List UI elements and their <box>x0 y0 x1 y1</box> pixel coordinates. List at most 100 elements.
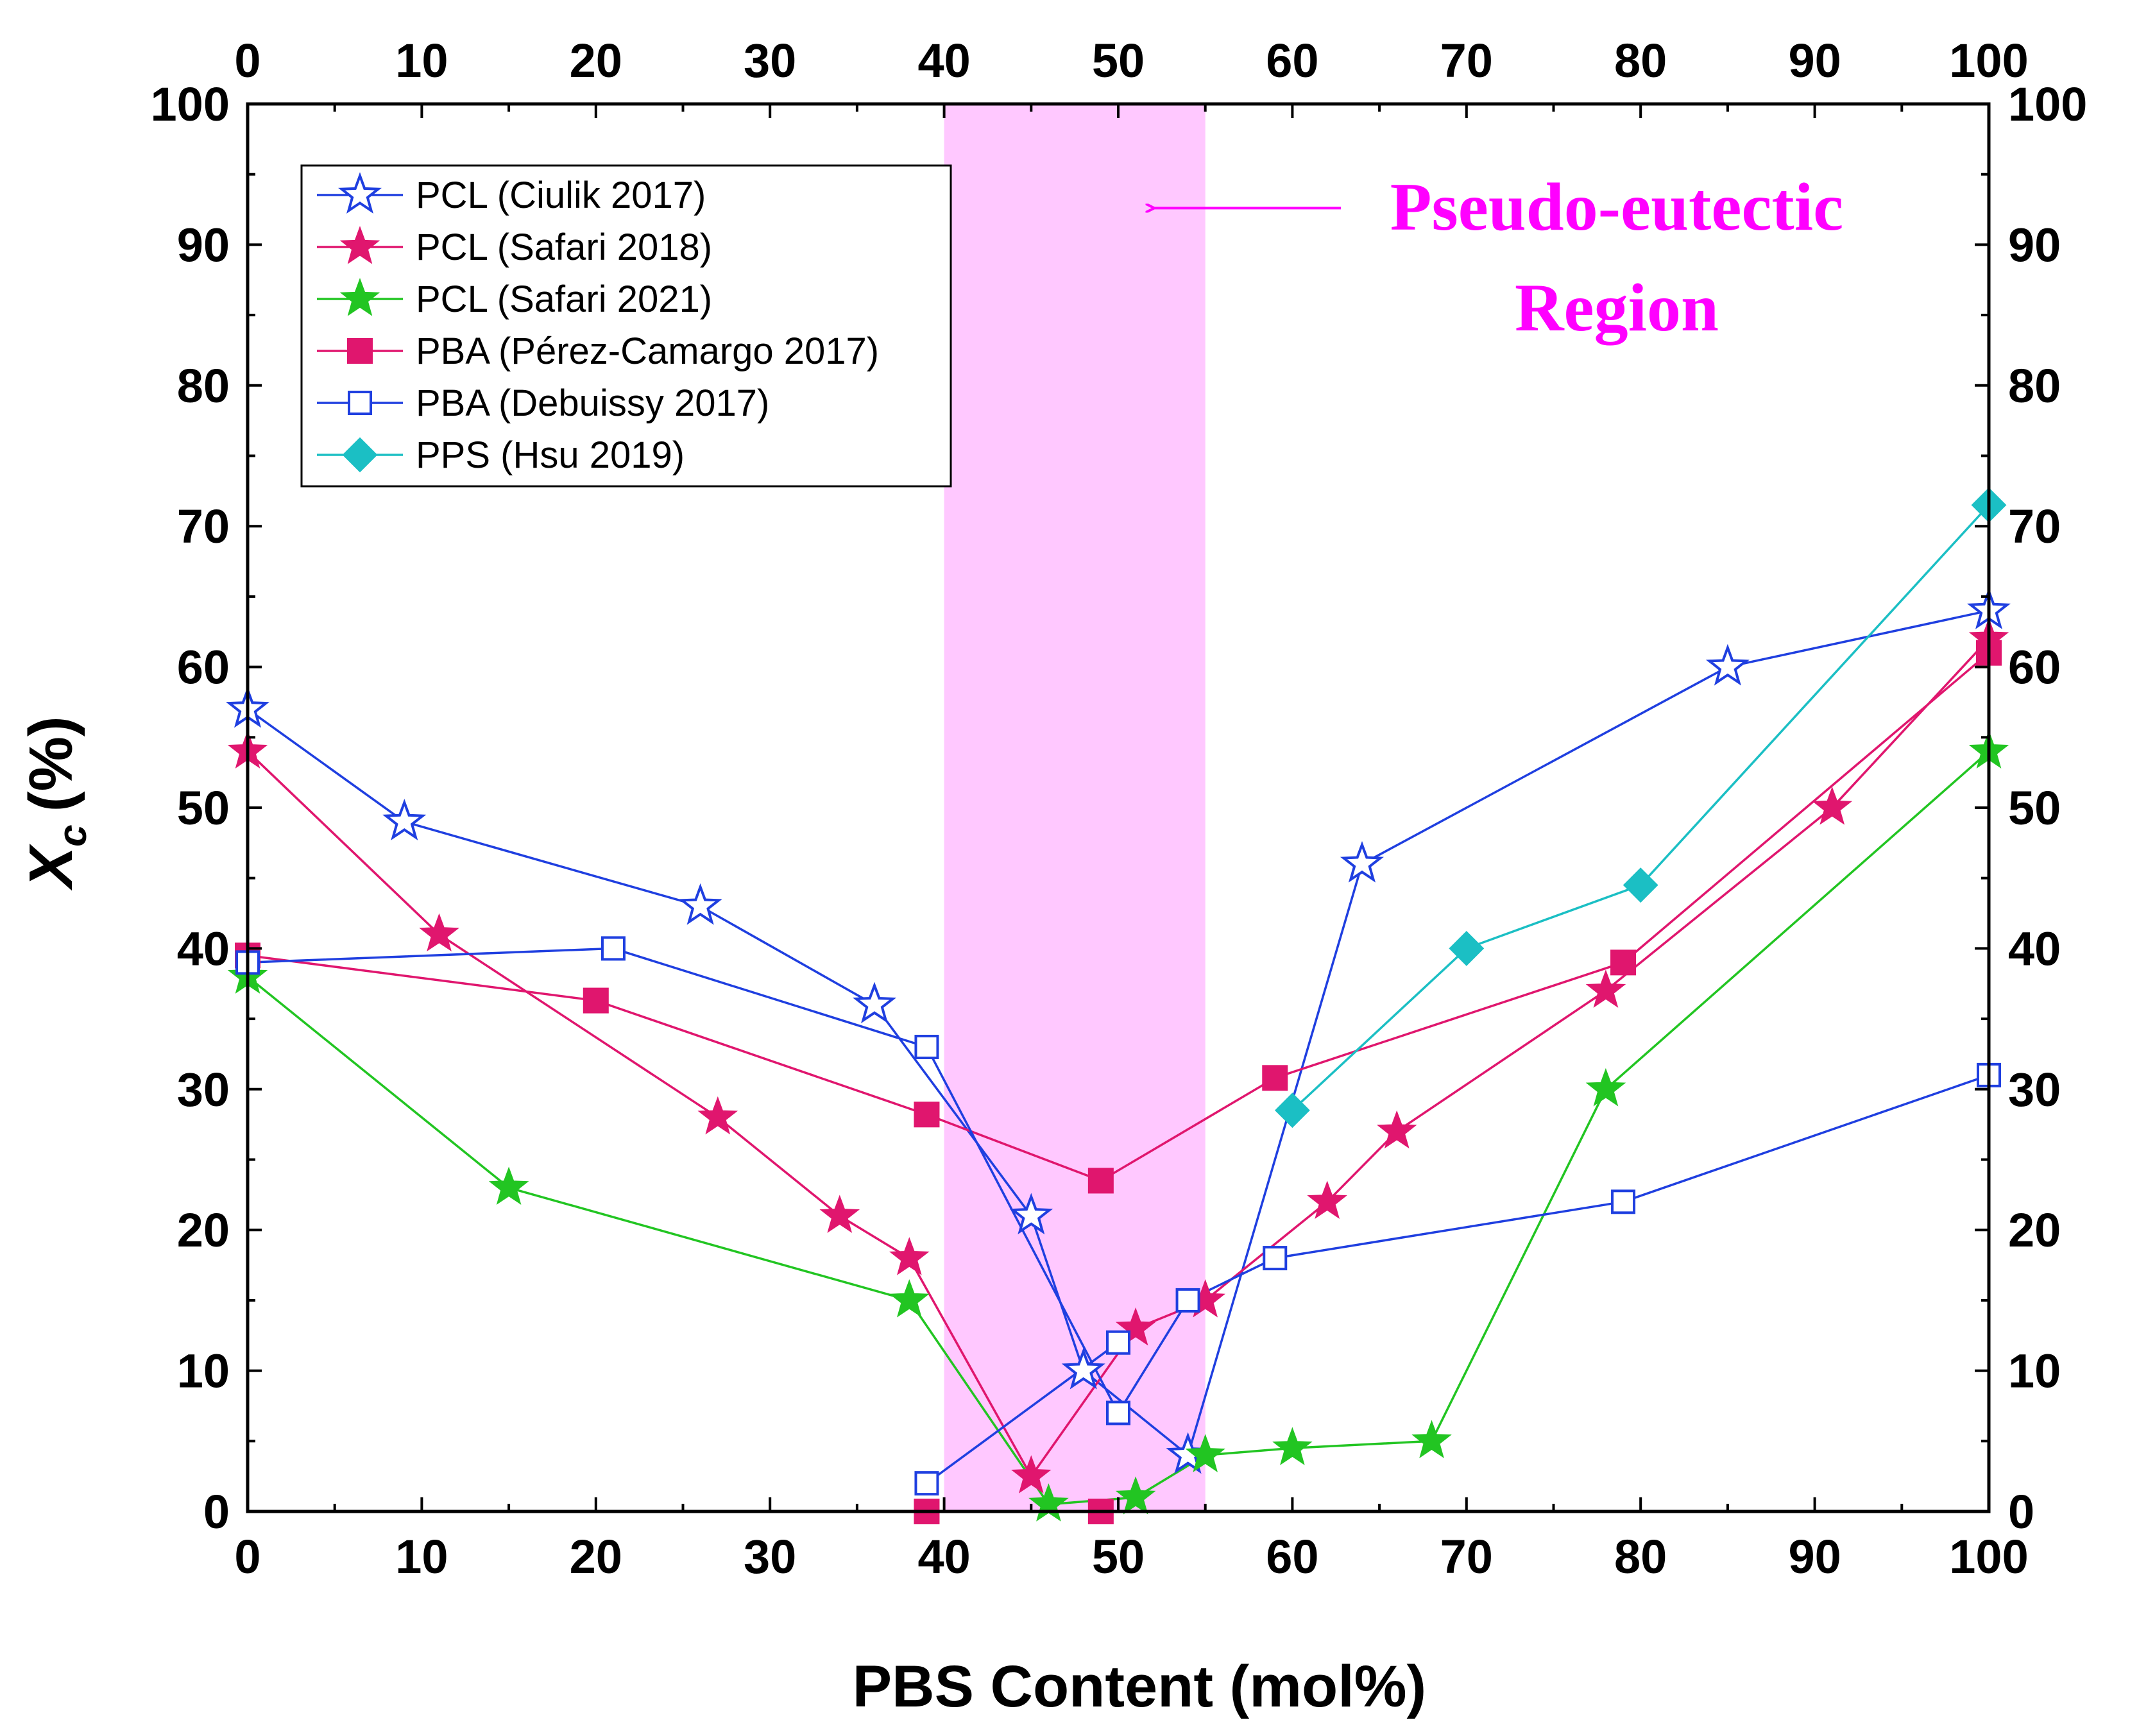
y-tick-label-right: 80 <box>2008 359 2061 413</box>
legend-marker <box>338 172 382 214</box>
legend-item-pba-p-rez-camargo-2017: PBA (Pérez-Camargo 2017) <box>317 330 879 372</box>
x-tick-label-bottom: 100 <box>1949 1530 2028 1583</box>
y-tick-label-left: 60 <box>177 641 230 694</box>
data-point-pcl-safari-2018 <box>1307 1180 1347 1219</box>
series-line-pcl-safari-2021 <box>246 750 1990 1506</box>
pseudo-eutectic-region <box>944 104 1206 1511</box>
y-tick-label-left: 20 <box>177 1204 230 1257</box>
legend-label: PBA (Debuissy 2017) <box>416 382 769 424</box>
data-point-pcl-ciulik-2017 <box>382 799 427 840</box>
x-tick-label-top: 0 <box>234 34 260 87</box>
x-tick-label-top: 50 <box>1092 34 1145 87</box>
y-tick-label-left: 100 <box>151 78 230 131</box>
ticks-layer <box>246 103 1990 1513</box>
legend-entries: PCL (Ciulik 2017) PCL (Safari 2018) PCL (S… <box>317 172 879 476</box>
x-tick-label-bottom: 10 <box>395 1530 448 1583</box>
y-tick-label-right: 70 <box>2008 500 2061 553</box>
x-tick-label-top: 40 <box>917 34 970 87</box>
legend-item-pba-debuissy-2017: PBA (Debuissy 2017) <box>317 382 769 424</box>
x-tick-label-top: 20 <box>570 34 622 87</box>
data-point-pcl-safari-2018 <box>1812 787 1853 825</box>
data-point-pcl-safari-2018 <box>1115 1307 1156 1346</box>
data-point-pps-hsu-2019 <box>1623 867 1658 903</box>
data-point-pcl-safari-2021 <box>1411 1420 1452 1458</box>
x-tick-label-bottom: 20 <box>570 1530 622 1583</box>
data-point-pcl-safari-2021 <box>1585 1068 1626 1107</box>
legend-item-pcl-safari-2021: PCL (Safari 2021) <box>317 278 712 320</box>
data-point-pba-debuissy-2017 <box>1611 1189 1636 1214</box>
data-point-pba-debuissy-2017 <box>601 936 626 961</box>
y-tick-label-left: 70 <box>177 500 230 553</box>
data-point-pba-p-rez-camargo-2017 <box>583 987 609 1014</box>
data-point-pcl-safari-2021 <box>488 1166 529 1205</box>
y-axis-title: Xc (%) <box>17 716 95 891</box>
x-tick-label-top: 80 <box>1614 34 1667 87</box>
x-tick-label-top: 30 <box>744 34 796 87</box>
x-tick-label-bottom: 30 <box>744 1530 796 1583</box>
x-tick-label-bottom: 40 <box>917 1530 970 1583</box>
data-point-pcl-safari-2018 <box>819 1195 860 1233</box>
data-point-pcl-safari-2021 <box>1115 1476 1156 1515</box>
y-tick-label-right: 0 <box>2008 1485 2034 1538</box>
legend-item-pcl-ciulik-2017: PCL (Ciulik 2017) <box>317 172 706 216</box>
data-point-pcl-safari-2018 <box>1585 969 1626 1008</box>
series-line-pcl-ciulik-2017 <box>246 609 1989 1456</box>
legend-marker <box>339 278 380 316</box>
y-tick-label-left: 30 <box>177 1063 230 1116</box>
series-line-pba-debuissy-2017 <box>247 947 1989 1415</box>
x-tick-label-bottom: 50 <box>1092 1530 1145 1583</box>
data-point-pba-debuissy-2017 <box>1106 1400 1130 1425</box>
data-point-pcl-safari-2018 <box>1376 1110 1417 1149</box>
data-point-pcl-safari-2021 <box>1185 1434 1225 1472</box>
legend-label: PCL (Safari 2021) <box>416 278 712 320</box>
legend-marker <box>347 338 373 364</box>
legend-marker <box>348 391 372 415</box>
data-point-pcl-ciulik-2017 <box>853 982 897 1024</box>
data-point-pba-debuissy-2017 <box>1175 1288 1200 1313</box>
data-point-pcl-ciulik-2017 <box>1009 1193 1053 1235</box>
x-tick-label-bottom: 0 <box>234 1530 260 1583</box>
data-point-pcl-safari-2021 <box>1272 1427 1313 1465</box>
legend-item-pcl-safari-2018: PCL (Safari 2018) <box>317 226 712 268</box>
x-tick-label-bottom: 80 <box>1614 1530 1667 1583</box>
x-tick-label-top: 70 <box>1440 34 1493 87</box>
annotation: Pseudo-eutectic Region <box>1153 169 1843 345</box>
legend-label: PCL (Safari 2018) <box>416 226 712 268</box>
x-tick-label-bottom: 70 <box>1440 1530 1493 1583</box>
legend-label: PPS (Hsu 2019) <box>416 434 685 476</box>
x-axis-title: PBS Content (mol%) <box>853 1654 1426 1719</box>
x-tick-label-top: 10 <box>395 34 448 87</box>
legend-item-pps-hsu-2019: PPS (Hsu 2019) <box>317 434 685 476</box>
y-tick-label-left: 40 <box>177 922 230 975</box>
y-tick-label-right: 30 <box>2008 1063 2061 1116</box>
legend-label: PBA (Pérez-Camargo 2017) <box>416 330 879 372</box>
tick-labels-layer: 0010102020303040405050606070708080909010… <box>151 34 2088 1583</box>
legend: PCL (Ciulik 2017) PCL (Safari 2018) PCL (S… <box>300 164 952 488</box>
y-tick-label-right: 100 <box>2008 78 2087 131</box>
data-point-pba-p-rez-camargo-2017 <box>914 1102 940 1128</box>
data-point-pcl-ciulik-2017 <box>678 883 722 925</box>
y-tick-label-right: 90 <box>2008 218 2061 271</box>
y-tick-label-right: 50 <box>2008 781 2061 835</box>
x-tick-label-top: 60 <box>1266 34 1318 87</box>
y-tick-label-left: 80 <box>177 359 230 413</box>
y-tick-label-left: 0 <box>203 1485 230 1538</box>
y-tick-label-right: 60 <box>2008 641 2061 694</box>
data-point-pps-hsu-2019 <box>1449 930 1485 966</box>
data-point-pba-debuissy-2017-low-branch <box>914 1471 939 1496</box>
data-point-pba-p-rez-camargo-2017 <box>1262 1065 1288 1091</box>
legend-marker <box>339 226 380 264</box>
legend-box <box>300 164 952 488</box>
y-tick-label-left: 50 <box>177 781 230 835</box>
series-line-pps-hsu-2019 <box>1291 504 1990 1111</box>
data-point-pps-hsu-2019 <box>1274 1093 1310 1128</box>
data-point-pcl-safari-2018 <box>697 1096 738 1135</box>
x-tick-label-bottom: 90 <box>1788 1530 1841 1583</box>
y-axis-title-unit: (%) <box>17 716 85 812</box>
y-tick-label-right: 20 <box>2008 1204 2061 1257</box>
annotation-line2: Region <box>1515 270 1719 345</box>
x-tick-label-bottom: 60 <box>1266 1530 1318 1583</box>
y-tick-label-left: 90 <box>177 218 230 271</box>
data-point-pba-debuissy-2017 <box>1263 1246 1288 1271</box>
data-point-pba-debuissy-2017 <box>914 1034 939 1059</box>
